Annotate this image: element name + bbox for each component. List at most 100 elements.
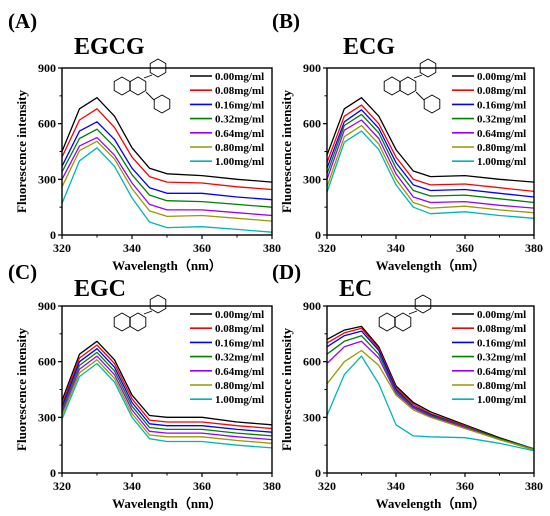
legend-label: 0.08mg/ml: [215, 323, 264, 335]
legend-label: 0.80mg/ml: [215, 380, 264, 392]
series-line-2: [61, 344, 273, 430]
legend-label: 0.00mg/ml: [477, 71, 526, 83]
panel-label: (B): [272, 9, 300, 33]
series-line-2: [326, 104, 535, 193]
series-line-5: [61, 355, 273, 441]
molecule-structure-icon: [383, 58, 441, 114]
series-line-5: [326, 119, 535, 209]
legend-label: 0.64mg/ml: [477, 128, 526, 140]
legend-label: 0.80mg/ml: [477, 142, 526, 154]
legend-label: 0.16mg/ml: [477, 99, 526, 111]
legend-label: 0.16mg/ml: [215, 337, 264, 349]
x-tick-label: 340: [387, 479, 405, 493]
x-tick-label: 360: [193, 241, 211, 255]
chart-title: ECG: [343, 34, 395, 60]
y-tick-label: 900: [38, 299, 56, 313]
series-line-1: [326, 325, 535, 450]
x-tick-label: 320: [53, 479, 71, 493]
panel-label: (D): [272, 260, 301, 284]
series-line-3: [61, 348, 273, 433]
legend-label: 0.32mg/ml: [215, 114, 264, 126]
legend-label: 0.32mg/ml: [477, 114, 526, 126]
chart-panel-2: (B) 320 340 360 380 0 300 600 900 Wavelength（nm） F…: [272, 9, 543, 273]
y-tick-label: 900: [303, 299, 321, 313]
x-tick-label: 360: [456, 241, 474, 255]
legend-label: 0.64mg/ml: [215, 366, 264, 378]
x-tick-label: 320: [53, 241, 71, 255]
molecule-structure-icon: [113, 58, 171, 114]
x-axis-label: Wavelength（nm）: [112, 258, 222, 273]
y-tick-label: 0: [315, 228, 321, 242]
legend-label: 0.08mg/ml: [215, 85, 264, 97]
series-line-6: [61, 359, 273, 444]
legend-label: 1.00mg/ml: [477, 394, 526, 406]
series-line-3: [61, 121, 273, 201]
series-line-2: [61, 108, 273, 191]
x-tick-label: 360: [456, 479, 474, 493]
legend-label: 0.64mg/ml: [215, 128, 264, 140]
x-axis-label: Wavelength（nm）: [376, 258, 486, 273]
legend-label: 0.08mg/ml: [477, 323, 526, 335]
x-tick-label: 380: [525, 479, 543, 493]
x-tick-label: 380: [263, 479, 281, 493]
series-line-4: [61, 351, 273, 437]
y-tick-label: 300: [303, 172, 321, 186]
y-tick-label: 0: [50, 228, 56, 242]
molecule-structure-icon: [113, 294, 167, 332]
chart-title: EC: [339, 276, 372, 302]
y-tick-label: 600: [38, 117, 56, 131]
x-axis-label: Wavelength（nm）: [376, 496, 486, 511]
chart-title: EGC: [74, 276, 126, 302]
y-tick-label: 600: [303, 355, 321, 369]
series-line-3: [326, 109, 535, 198]
y-tick-label: 600: [303, 117, 321, 131]
legend-label: 0.16mg/ml: [477, 337, 526, 349]
legend-label: 0.80mg/ml: [215, 142, 264, 154]
legend-label: 0.08mg/ml: [477, 85, 526, 97]
y-tick-label: 0: [315, 466, 321, 480]
panel-label: (C): [8, 260, 37, 284]
legend-label: 1.00mg/ml: [215, 394, 264, 406]
series-line-4: [326, 113, 535, 204]
legend-label: 0.64mg/ml: [477, 366, 526, 378]
y-axis-label: Fluorescence intensity: [279, 328, 294, 451]
y-tick-label: 900: [303, 61, 321, 75]
y-tick-label: 0: [50, 466, 56, 480]
series-line-1: [61, 97, 273, 183]
legend-label: 1.00mg/ml: [477, 156, 526, 168]
x-tick-label: 340: [123, 479, 141, 493]
y-tick-label: 600: [38, 355, 56, 369]
series-line-6: [61, 140, 273, 222]
legend-label: 0.00mg/ml: [215, 309, 264, 321]
x-tick-label: 360: [193, 479, 211, 493]
series-line-1: [326, 97, 535, 183]
series-line-4: [61, 128, 273, 208]
chart-panel-3: (C) 320 340 360 380 0 300 600 900 Wavelength（nm） F…: [8, 260, 281, 511]
y-axis-label: Fluorescence intensity: [14, 328, 29, 451]
y-tick-label: 900: [38, 61, 56, 75]
x-axis-label: Wavelength（nm）: [112, 496, 222, 511]
series-line-5: [61, 136, 273, 217]
panel-label: (A): [8, 9, 37, 33]
chart-panel-1: (A) 320 340 360 380 0 300 600 900 Wavelength（nm） F…: [8, 9, 281, 273]
x-tick-label: 320: [318, 479, 336, 493]
chart-panel-4: (D) 320 340 360 380 0 300 600 900 Wavelength（nm） F…: [272, 260, 543, 511]
legend-label: 0.00mg/ml: [215, 71, 264, 83]
x-tick-label: 380: [525, 241, 543, 255]
legend-label: 0.80mg/ml: [477, 380, 526, 392]
x-tick-label: 320: [318, 241, 336, 255]
x-tick-label: 340: [387, 241, 405, 255]
series-line-6: [326, 124, 535, 214]
y-axis-label: Fluorescence intensity: [14, 90, 29, 213]
series-line-1: [61, 340, 273, 426]
series-line-7: [61, 362, 273, 449]
y-axis-label: Fluorescence intensity: [279, 90, 294, 213]
molecule-structure-icon: [378, 294, 432, 332]
x-tick-label: 380: [263, 241, 281, 255]
y-tick-label: 300: [38, 172, 56, 186]
legend-label: 0.16mg/ml: [215, 99, 264, 111]
chart-title: EGCG: [74, 34, 145, 60]
legend-label: 0.32mg/ml: [477, 352, 526, 364]
y-tick-label: 300: [303, 410, 321, 424]
y-tick-label: 300: [38, 410, 56, 424]
